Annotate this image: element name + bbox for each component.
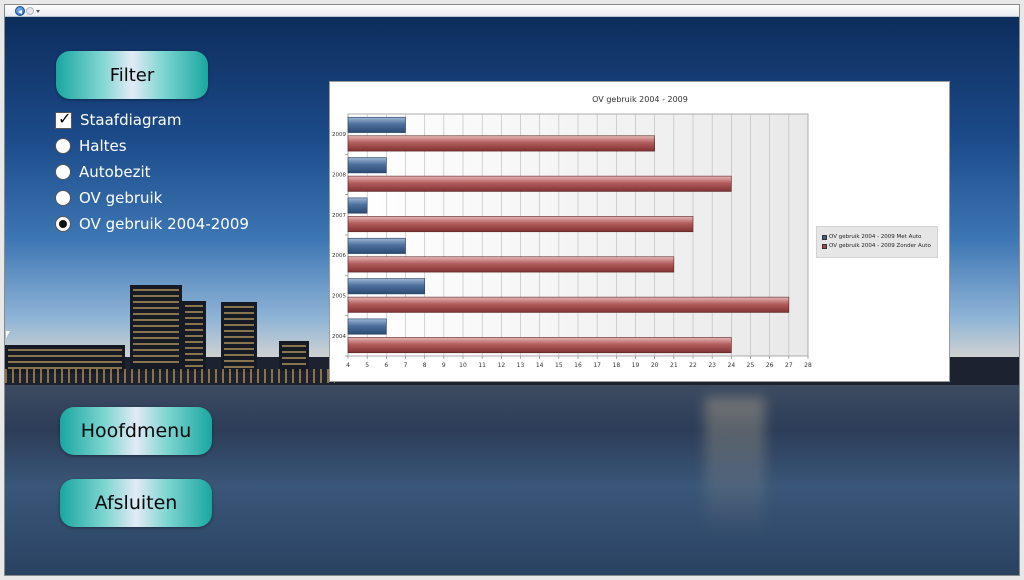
- skyscraper: [182, 301, 206, 371]
- legend-label: OV gebruik 2004 - 2009 Zonder Auto: [829, 243, 931, 249]
- x-tick-label: 11: [478, 362, 486, 369]
- hoofdmenu-button[interactable]: Hoofdmenu: [60, 407, 212, 455]
- navigation-bar: [5, 5, 1019, 17]
- legend-label: OV gebruik 2004 - 2009 Met Auto: [829, 234, 922, 240]
- back-arrow-icon[interactable]: [15, 6, 25, 16]
- x-tick-label: 28: [804, 362, 812, 369]
- chevron-down-icon[interactable]: [36, 10, 40, 13]
- building: [279, 341, 309, 371]
- x-tick-label: 10: [459, 362, 467, 369]
- bar-zonder-auto: [347, 337, 732, 354]
- x-tick-label: 19: [632, 362, 640, 369]
- legend-item: OV gebruik 2004 - 2009 Met Auto: [822, 234, 921, 240]
- chart-legend: OV gebruik 2004 - 2009 Met Auto OV gebru…: [816, 226, 938, 258]
- x-tick-label: 14: [536, 362, 544, 369]
- staafdiagram-checkbox[interactable]: ✓: [55, 108, 72, 129]
- legend-swatch-zonder-auto: [822, 243, 827, 249]
- option-haltes[interactable]: Haltes: [55, 137, 127, 155]
- y-category-label: 2004: [332, 334, 346, 340]
- x-tick-label: 16: [574, 362, 582, 369]
- x-tick-label: 12: [498, 362, 506, 369]
- option-label: Haltes: [79, 137, 127, 155]
- water-reflection: [705, 397, 765, 537]
- x-tick-label: 4: [346, 362, 350, 369]
- x-tick-label: 7: [404, 362, 408, 369]
- x-tick-label: 21: [670, 362, 678, 369]
- skyscraper: [221, 302, 257, 372]
- x-tick-label: 26: [766, 362, 774, 369]
- x-tick-label: 27: [785, 362, 793, 369]
- legend-swatch-met-auto: [822, 234, 827, 240]
- option-ov-gebruik-2004-2009[interactable]: OV gebruik 2004-2009: [55, 215, 249, 233]
- x-tick-label: 24: [728, 362, 736, 369]
- bar-met-auto: [347, 116, 406, 133]
- option-ov-gebruik[interactable]: OV gebruik: [55, 189, 162, 207]
- bar-met-auto: [347, 278, 425, 295]
- x-tick-label: 18: [613, 362, 621, 369]
- chart-title: OV gebruik 2004 - 2009: [592, 95, 688, 104]
- checkmark-icon: ✓: [58, 108, 72, 128]
- option-label: Autobezit: [79, 163, 151, 181]
- y-category-label: 2006: [332, 253, 346, 259]
- x-tick-label: 22: [689, 362, 697, 369]
- option-label: OV gebruik: [79, 189, 163, 207]
- city-lights: [5, 369, 335, 383]
- x-tick-label: 9: [442, 362, 446, 369]
- legend-item: OV gebruik 2004 - 2009 Zonder Auto: [822, 243, 931, 249]
- bar-zonder-auto: [347, 256, 675, 273]
- bar-zonder-auto: [347, 135, 655, 152]
- forward-arrow-icon[interactable]: [26, 7, 34, 15]
- chart-panel: OV gebruik 2004 - 2009 4 5 6 7 8 9 10 11 12 13 14 1…: [329, 81, 950, 382]
- option-label: Staafdiagram: [80, 111, 182, 129]
- bar-zonder-auto: [347, 175, 732, 192]
- background-cityscape: Filter ✓ Staafdiagram Haltes Autobezit O…: [5, 17, 1019, 575]
- option-autobezit[interactable]: Autobezit: [55, 163, 151, 181]
- filter-button[interactable]: Filter: [56, 51, 208, 99]
- bar-zonder-auto: [347, 296, 790, 313]
- y-category-label: 2007: [332, 213, 346, 219]
- x-tick-label: 25: [747, 362, 755, 369]
- x-tick-label: 20: [651, 362, 659, 369]
- app-window: Filter ✓ Staafdiagram Haltes Autobezit O…: [4, 4, 1020, 576]
- ov-gebruik-2004-2009-radio[interactable]: [55, 216, 71, 232]
- skyscraper: [130, 285, 182, 371]
- x-tick-label: 5: [365, 362, 369, 369]
- autobezit-radio[interactable]: [55, 164, 71, 180]
- x-tick-label: 13: [517, 362, 525, 369]
- haltes-radio[interactable]: [55, 138, 71, 154]
- x-tick-label: 6: [384, 362, 388, 369]
- x-tick-label: 15: [555, 362, 563, 369]
- x-tick-label: 23: [708, 362, 716, 369]
- bar-zonder-auto: [347, 216, 694, 233]
- x-tick-label: 8: [423, 362, 427, 369]
- bar-met-auto: [347, 197, 368, 214]
- bar-met-auto: [347, 157, 387, 174]
- option-label: OV gebruik 2004-2009: [79, 215, 249, 233]
- building-row: [5, 345, 125, 373]
- bar-met-auto: [347, 318, 387, 335]
- afsluiten-button[interactable]: Afsluiten: [60, 479, 212, 527]
- ov-gebruik-radio[interactable]: [55, 190, 71, 206]
- y-category-label: 2008: [332, 173, 346, 179]
- bar-met-auto: [347, 237, 406, 254]
- option-staafdiagram[interactable]: ✓ Staafdiagram: [55, 108, 182, 129]
- y-category-label: 2009: [332, 132, 346, 138]
- mouse-cursor-icon: [6, 331, 10, 338]
- x-tick-label: 17: [593, 362, 601, 369]
- bar-chart: OV gebruik 2004 - 2009 4 5 6 7 8 9 10 11 12 13 14 1…: [332, 95, 812, 369]
- y-category-label: 2005: [332, 294, 346, 300]
